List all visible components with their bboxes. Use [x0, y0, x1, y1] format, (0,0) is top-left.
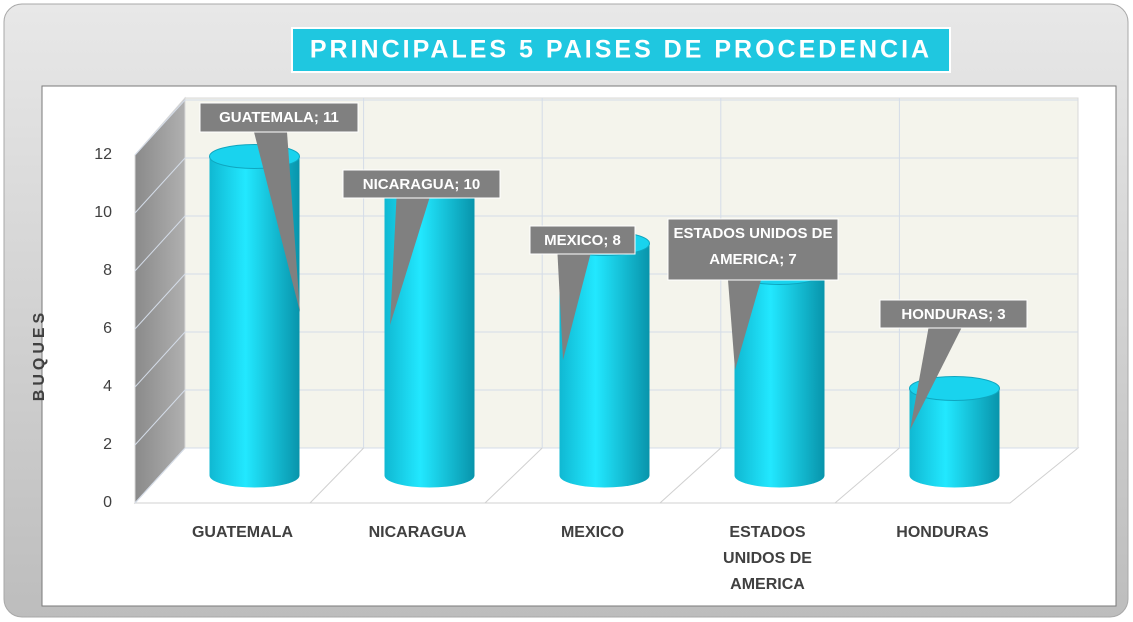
- grid-line: [134, 331, 186, 388]
- y-tick-label: 6: [103, 320, 112, 337]
- floor-divider: [659, 447, 722, 504]
- y-tick-label: 8: [103, 262, 112, 279]
- label-box: [667, 218, 839, 281]
- x-tick-label: MEXICO: [561, 524, 624, 541]
- floor-divider: [309, 447, 364, 504]
- label-pointer: [557, 254, 591, 360]
- bar-body: [734, 272, 825, 488]
- y-tick-label: 12: [94, 146, 112, 163]
- data-label: GUATEMALA; 11: [219, 109, 339, 126]
- floor-divider: [484, 447, 543, 504]
- y-tick-label: 10: [94, 204, 112, 221]
- x-tick-label: NICARAGUA: [369, 524, 467, 541]
- chart-title: PRINCIPALES 5 PAISES DE PROCEDENCIA: [310, 36, 932, 64]
- grid-line: [134, 273, 186, 330]
- grid-line: [134, 99, 186, 156]
- x-tick-label: ESTADOS UNIDOS DE AMERICA: [723, 524, 812, 593]
- bar-body: [909, 388, 1000, 488]
- data-label: NICARAGUA; 10: [363, 176, 481, 193]
- side-wall: [134, 96, 186, 505]
- label-pointer: [254, 132, 300, 312]
- label-box: [879, 299, 1028, 329]
- bar-body: [209, 156, 300, 488]
- grid-line: [134, 215, 186, 272]
- label-pointer: [728, 280, 761, 370]
- label-box: [199, 102, 359, 133]
- data-label: ESTADOS UNIDOS DE AMERICA; 7: [674, 225, 833, 268]
- x-tick-label: GUATEMALA: [192, 524, 293, 541]
- y-axis-label: BUQUES: [31, 309, 48, 401]
- label-pointer: [390, 198, 430, 325]
- y-tick-label: 2: [103, 436, 112, 453]
- grid-line: [134, 447, 186, 504]
- grid-line: [134, 157, 186, 214]
- data-label: MEXICO; 8: [544, 232, 621, 249]
- label-box: [342, 169, 501, 199]
- y-tick-label: 4: [103, 378, 112, 395]
- x-tick-label: HONDURAS: [896, 524, 989, 541]
- grid-line: [134, 389, 186, 446]
- bar-body: [559, 243, 650, 488]
- data-label: HONDURAS; 3: [901, 306, 1005, 323]
- y-tick-label: 0: [103, 494, 112, 511]
- label-box: [529, 225, 636, 255]
- title-box: [291, 27, 951, 73]
- floor-divider: [834, 447, 900, 504]
- label-pointer: [910, 328, 962, 430]
